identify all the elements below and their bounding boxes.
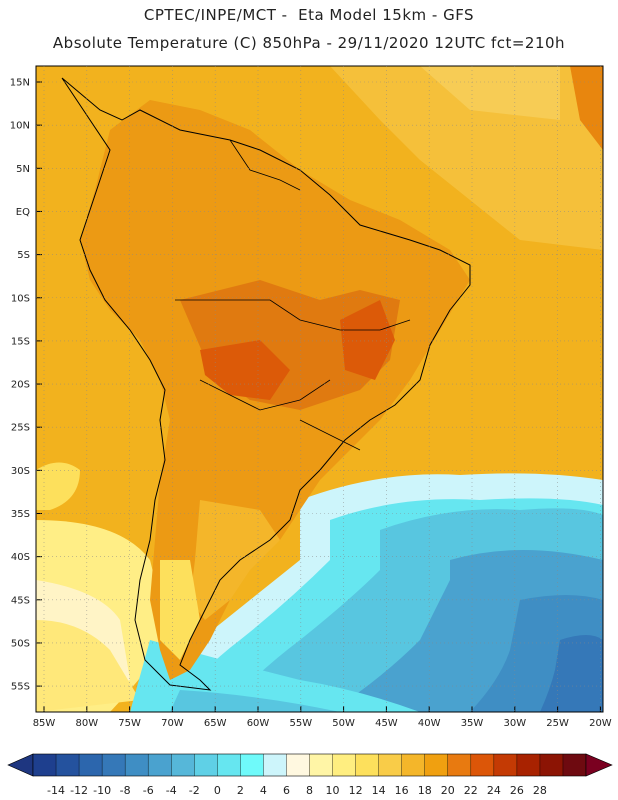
colorbar-label: 16 <box>395 784 409 797</box>
lat-tick-label: 10S <box>11 293 30 304</box>
country-borders <box>175 139 411 451</box>
colorbar-swatch <box>240 754 264 776</box>
colorbar-swatch <box>378 754 402 776</box>
lat-tick-label: 5S <box>17 250 30 261</box>
colorbar-swatch <box>33 754 57 776</box>
graticule <box>36 66 603 712</box>
colorbar-label: 8 <box>306 784 313 797</box>
colorbar-label: -8 <box>120 784 131 797</box>
colorbar-label: 12 <box>349 784 363 797</box>
colorbar-swatch <box>79 754 103 776</box>
colorbar-swatch <box>171 754 195 776</box>
lat-tick-label: 25S <box>11 423 30 434</box>
colorbar-label: -12 <box>70 784 88 797</box>
lat-tick-label: 45S <box>11 595 30 606</box>
colorbar-swatch <box>56 754 80 776</box>
colorbar-swatch <box>516 754 541 776</box>
lon-tick-label: 80W <box>75 718 98 729</box>
colorbar-label: -10 <box>93 784 111 797</box>
colorbar-swatch <box>217 754 241 776</box>
colorbar-swatch <box>401 754 426 776</box>
lat-tick-label: 20S <box>11 380 30 391</box>
lon-tick-label: 20W <box>589 718 612 729</box>
hot-core-brazil <box>340 300 395 380</box>
colorbar-label: -2 <box>189 784 200 797</box>
lat-tick-label: 35S <box>11 509 30 520</box>
colorbar-swatch <box>424 754 449 776</box>
lat-tick-label: 55S <box>11 682 30 693</box>
map-title-line-2: Absolute Temperature (C) 850hPa - 29/11/… <box>52 34 566 52</box>
lat-tick-label: 15S <box>11 336 30 347</box>
colorbar-label: 2 <box>237 784 244 797</box>
colorbar-swatch <box>493 754 518 776</box>
colorbar-swatch <box>447 754 472 776</box>
lon-tick-label: 55W <box>289 718 312 729</box>
colorbar-label: 22 <box>464 784 478 797</box>
colorbar-swatch <box>148 754 172 776</box>
coastline <box>61 77 471 691</box>
lon-tick-label: 40W <box>418 718 441 729</box>
colorbar-swatch <box>263 754 287 776</box>
lon-tick-label: 75W <box>118 718 141 729</box>
colorbar-label: 14 <box>372 784 386 797</box>
lon-tick-label: 35W <box>461 718 484 729</box>
colorbar-swatch <box>562 754 587 776</box>
colorbar-swatch <box>539 754 564 776</box>
colorbar-swatch <box>102 754 126 776</box>
lat-tick-label: 5N <box>16 164 30 175</box>
map-plot-area <box>36 66 603 712</box>
lon-tick-label: 60W <box>247 718 270 729</box>
lat-tick-label: 15N <box>10 78 30 89</box>
lat-tick-label: 50S <box>11 638 30 649</box>
colorbar-label: 18 <box>418 784 432 797</box>
lon-tick-label: 65W <box>204 718 227 729</box>
colorbar-label: -6 <box>143 784 154 797</box>
plot-frame <box>35 65 604 713</box>
colorbar-swatch <box>355 754 379 776</box>
colorbar-swatch <box>470 754 495 776</box>
map-title-line-1: CPTEC/INPE/MCT - Eta Model 15km - GFS <box>143 6 475 24</box>
colorbar-label: 28 <box>533 784 547 797</box>
latitude-axis: 15N 10N 5N EQ 5S 10S 15S 20S 25S 30S 35S 40S 45S 50S 5… <box>10 78 42 693</box>
hot-core-chaco <box>200 340 290 400</box>
colorbar-low-arrow <box>7 753 34 777</box>
lon-tick-label: 45W <box>375 718 398 729</box>
lon-tick-label: 30W <box>503 718 526 729</box>
lat-tick-label: EQ <box>16 207 30 218</box>
lon-tick-label: 25W <box>546 718 569 729</box>
colorbar-swatch <box>194 754 218 776</box>
lon-tick-label: 85W <box>33 718 56 729</box>
colorbar-swatch <box>286 754 310 776</box>
colorbar-label: 0 <box>214 784 221 797</box>
lon-tick-label: 50W <box>332 718 355 729</box>
colorbar-label: 6 <box>283 784 290 797</box>
colorbar-label: 10 <box>326 784 340 797</box>
lat-tick-label: 30S <box>11 466 30 477</box>
colorbar-label: 20 <box>441 784 455 797</box>
colorbar-label: 4 <box>260 784 267 797</box>
lon-tick-label: 70W <box>161 718 184 729</box>
colorbar-label: -4 <box>166 784 177 797</box>
colorbar-high-arrow <box>585 753 613 777</box>
lat-tick-label: 10N <box>10 121 30 132</box>
colorbar-label: 26 <box>510 784 524 797</box>
colorbar-label: 24 <box>487 784 501 797</box>
colorbar-swatch <box>309 754 333 776</box>
colorbar-swatch <box>125 754 149 776</box>
colorbar-label: -14 <box>47 784 65 797</box>
lat-tick-label: 40S <box>11 552 30 563</box>
colorbar: -14 -12 -10 -8 -6 -4 -2 0 2 4 6 8 10 12 14 16 18 20 22 24 26… <box>7 753 613 797</box>
colorbar-swatch <box>332 754 356 776</box>
